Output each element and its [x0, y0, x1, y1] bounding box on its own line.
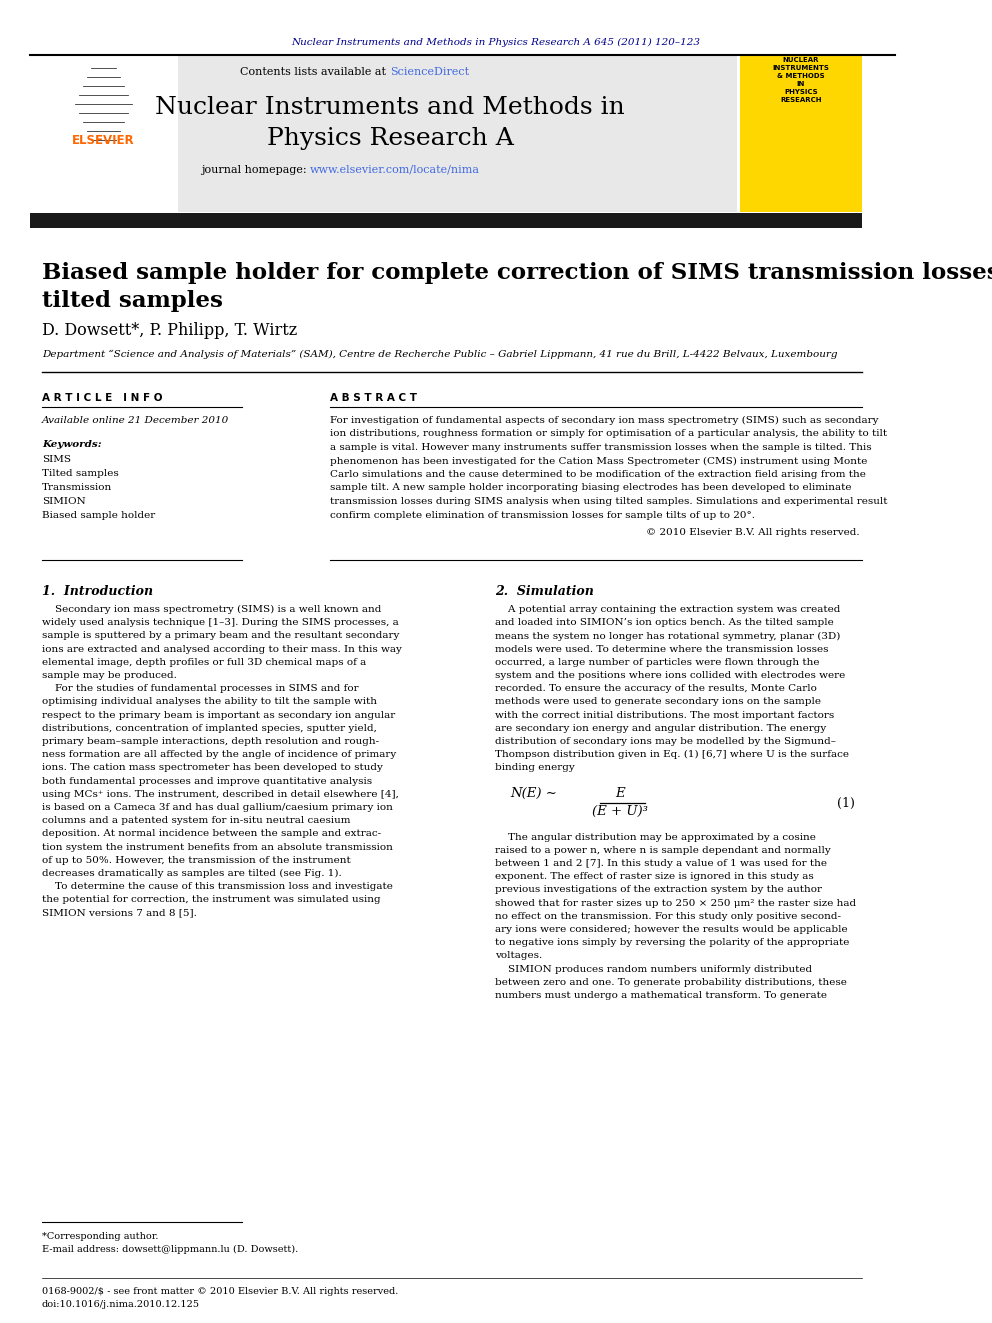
Text: E-mail address: dowsett@lippmann.lu (D. Dowsett).: E-mail address: dowsett@lippmann.lu (D. …: [42, 1245, 299, 1254]
Text: decreases dramatically as samples are tilted (see Fig. 1).: decreases dramatically as samples are ti…: [42, 869, 342, 878]
Text: raised to a power n, where n is sample dependant and normally: raised to a power n, where n is sample d…: [495, 845, 830, 855]
Text: Carlo simulations and the cause determined to be modification of the extraction : Carlo simulations and the cause determin…: [330, 470, 866, 479]
Text: Secondary ion mass spectrometry (SIMS) is a well known and: Secondary ion mass spectrometry (SIMS) i…: [42, 605, 381, 614]
Text: For investigation of fundamental aspects of secondary ion mass spectrometry (SIM: For investigation of fundamental aspects…: [330, 415, 879, 425]
Text: methods were used to generate secondary ions on the sample: methods were used to generate secondary …: [495, 697, 821, 706]
Text: ion distributions, roughness formation or simply for optimisation of a particula: ion distributions, roughness formation o…: [330, 430, 887, 438]
Text: *Corresponding author.: *Corresponding author.: [42, 1232, 159, 1241]
Text: no effect on the transmission. For this study only positive second-: no effect on the transmission. For this …: [495, 912, 841, 921]
Text: www.elsevier.com/locate/nima: www.elsevier.com/locate/nima: [310, 165, 480, 175]
Text: Physics Research A: Physics Research A: [267, 127, 514, 149]
Text: respect to the primary beam is important as secondary ion angular: respect to the primary beam is important…: [42, 710, 395, 720]
Text: ELSEVIER: ELSEVIER: [71, 134, 134, 147]
Text: For the studies of fundamental processes in SIMS and for: For the studies of fundamental processes…: [42, 684, 359, 693]
Text: SIMION: SIMION: [42, 497, 85, 505]
Text: Nuclear Instruments and Methods in: Nuclear Instruments and Methods in: [155, 97, 625, 119]
Text: A potential array containing the extraction system was created: A potential array containing the extract…: [495, 605, 840, 614]
Text: models were used. To determine where the transmission losses: models were used. To determine where the…: [495, 644, 828, 654]
Text: numbers must undergo a mathematical transform. To generate: numbers must undergo a mathematical tran…: [495, 991, 827, 1000]
Text: 1.  Introduction: 1. Introduction: [42, 585, 153, 598]
Text: with the correct initial distributions. The most important factors: with the correct initial distributions. …: [495, 710, 834, 720]
Text: optimising individual analyses the ability to tilt the sample with: optimising individual analyses the abili…: [42, 697, 377, 706]
Text: Available online 21 December 2010: Available online 21 December 2010: [42, 415, 229, 425]
Text: to negative ions simply by reversing the polarity of the appropriate: to negative ions simply by reversing the…: [495, 938, 849, 947]
FancyBboxPatch shape: [740, 56, 862, 212]
Text: voltages.: voltages.: [495, 951, 543, 960]
Text: journal homepage:: journal homepage:: [200, 165, 310, 175]
Text: doi:10.1016/j.nima.2010.12.125: doi:10.1016/j.nima.2010.12.125: [42, 1301, 200, 1308]
Text: a sample is vital. However many instruments suffer transmission losses when the : a sample is vital. However many instrume…: [330, 443, 872, 452]
Text: showed that for raster sizes up to 250 × 250 μm² the raster size had: showed that for raster sizes up to 250 ×…: [495, 898, 856, 908]
Text: ary ions were considered; however the results would be applicable: ary ions were considered; however the re…: [495, 925, 847, 934]
Text: previous investigations of the extraction system by the author: previous investigations of the extractio…: [495, 885, 822, 894]
Text: recorded. To ensure the accuracy of the results, Monte Carlo: recorded. To ensure the accuracy of the …: [495, 684, 816, 693]
Text: distributions, concentration of implanted species, sputter yield,: distributions, concentration of implante…: [42, 724, 377, 733]
Text: sample is sputtered by a primary beam and the resultant secondary: sample is sputtered by a primary beam an…: [42, 631, 400, 640]
Text: SIMION produces random numbers uniformly distributed: SIMION produces random numbers uniformly…: [495, 964, 812, 974]
Text: transmission losses during SIMS analysis when using tilted samples. Simulations : transmission losses during SIMS analysis…: [330, 497, 888, 505]
Text: means the system no longer has rotational symmetry, planar (3D): means the system no longer has rotationa…: [495, 631, 840, 640]
Text: Nuclear Instruments and Methods in Physics Research A 645 (2011) 120–123: Nuclear Instruments and Methods in Physi…: [292, 37, 700, 46]
Text: (E + U)³: (E + U)³: [592, 804, 648, 818]
Text: Tilted samples: Tilted samples: [42, 468, 119, 478]
Text: deposition. At normal incidence between the sample and extrac-: deposition. At normal incidence between …: [42, 830, 381, 839]
Text: are secondary ion energy and angular distribution. The energy: are secondary ion energy and angular dis…: [495, 724, 826, 733]
Text: The angular distribution may be approximated by a cosine: The angular distribution may be approxim…: [495, 832, 815, 841]
Text: between zero and one. To generate probability distributions, these: between zero and one. To generate probab…: [495, 978, 847, 987]
Text: ScienceDirect: ScienceDirect: [390, 67, 469, 77]
Text: E: E: [615, 787, 625, 799]
Text: of up to 50%. However, the transmission of the instrument: of up to 50%. However, the transmission …: [42, 856, 351, 865]
Text: confirm complete elimination of transmission losses for sample tilts of up to 20: confirm complete elimination of transmis…: [330, 511, 755, 520]
Text: 2.  Simulation: 2. Simulation: [495, 585, 594, 598]
Text: system and the positions where ions collided with electrodes were: system and the positions where ions coll…: [495, 671, 845, 680]
FancyBboxPatch shape: [30, 213, 862, 228]
Text: Contents lists available at: Contents lists available at: [240, 67, 390, 77]
Text: 0168-9002/$ - see front matter © 2010 Elsevier B.V. All rights reserved.: 0168-9002/$ - see front matter © 2010 El…: [42, 1287, 399, 1297]
Text: the potential for correction, the instrument was simulated using: the potential for correction, the instru…: [42, 896, 381, 905]
Text: widely used analysis technique [1–3]. During the SIMS processes, a: widely used analysis technique [1–3]. Du…: [42, 618, 399, 627]
Text: NUCLEAR
INSTRUMENTS
& METHODS
IN
PHYSICS
RESEARCH: NUCLEAR INSTRUMENTS & METHODS IN PHYSICS…: [773, 57, 829, 103]
Text: elemental image, depth profiles or full 3D chemical maps of a: elemental image, depth profiles or full …: [42, 658, 366, 667]
Text: using MCs⁺ ions. The instrument, described in detail elsewhere [4],: using MCs⁺ ions. The instrument, describ…: [42, 790, 399, 799]
Text: binding energy: binding energy: [495, 763, 574, 773]
Text: phenomenon has been investigated for the Cation Mass Spectrometer (CMS) instrume: phenomenon has been investigated for the…: [330, 456, 867, 466]
Text: SIMS: SIMS: [42, 455, 71, 464]
Text: columns and a patented system for in-situ neutral caesium: columns and a patented system for in-sit…: [42, 816, 350, 826]
Text: SIMION versions 7 and 8 [5].: SIMION versions 7 and 8 [5].: [42, 909, 196, 918]
Text: is based on a Cameca 3f and has dual gallium/caesium primary ion: is based on a Cameca 3f and has dual gal…: [42, 803, 393, 812]
Text: Transmission: Transmission: [42, 483, 112, 492]
Text: sample may be produced.: sample may be produced.: [42, 671, 177, 680]
Text: D. Dowsett*, P. Philipp, T. Wirtz: D. Dowsett*, P. Philipp, T. Wirtz: [42, 321, 298, 339]
Text: primary beam–sample interactions, depth resolution and rough-: primary beam–sample interactions, depth …: [42, 737, 379, 746]
Text: (1): (1): [837, 796, 855, 810]
Text: ions are extracted and analysed according to their mass. In this way: ions are extracted and analysed accordin…: [42, 644, 402, 654]
FancyBboxPatch shape: [30, 56, 178, 212]
Text: distribution of secondary ions may be modelled by the Sigmund–: distribution of secondary ions may be mo…: [495, 737, 836, 746]
Text: and loaded into SIMION’s ion optics bench. As the tilted sample: and loaded into SIMION’s ion optics benc…: [495, 618, 833, 627]
Text: N(E) ∼: N(E) ∼: [510, 787, 557, 799]
Text: occurred, a large number of particles were flown through the: occurred, a large number of particles we…: [495, 658, 819, 667]
Text: exponent. The effect of raster size is ignored in this study as: exponent. The effect of raster size is i…: [495, 872, 813, 881]
Text: between 1 and 2 [7]. In this study a value of 1 was used for the: between 1 and 2 [7]. In this study a val…: [495, 859, 827, 868]
Text: tion system the instrument benefits from an absolute transmission: tion system the instrument benefits from…: [42, 843, 393, 852]
Text: A R T I C L E   I N F O: A R T I C L E I N F O: [42, 393, 163, 404]
Text: ness formation are all affected by the angle of incidence of primary: ness formation are all affected by the a…: [42, 750, 396, 759]
Text: Biased sample holder: Biased sample holder: [42, 511, 156, 520]
Text: sample tilt. A new sample holder incorporating biasing electrodes has been devel: sample tilt. A new sample holder incorpo…: [330, 483, 851, 492]
FancyBboxPatch shape: [30, 56, 737, 212]
Text: A B S T R A C T: A B S T R A C T: [330, 393, 417, 404]
Text: Department “Science and Analysis of Materials” (SAM), Centre de Recherche Public: Department “Science and Analysis of Mate…: [42, 351, 837, 360]
Text: Keywords:: Keywords:: [42, 441, 101, 448]
Text: To determine the cause of this transmission loss and investigate: To determine the cause of this transmiss…: [42, 882, 393, 892]
Text: both fundamental processes and improve quantitative analysis: both fundamental processes and improve q…: [42, 777, 372, 786]
Text: Biased sample holder for complete correction of SIMS transmission losses with
ti: Biased sample holder for complete correc…: [42, 262, 992, 312]
Text: © 2010 Elsevier B.V. All rights reserved.: © 2010 Elsevier B.V. All rights reserved…: [647, 528, 860, 537]
Text: ions. The cation mass spectrometer has been developed to study: ions. The cation mass spectrometer has b…: [42, 763, 383, 773]
Text: Thompson distribution given in Eq. (1) [6,7] where U is the surface: Thompson distribution given in Eq. (1) […: [495, 750, 849, 759]
